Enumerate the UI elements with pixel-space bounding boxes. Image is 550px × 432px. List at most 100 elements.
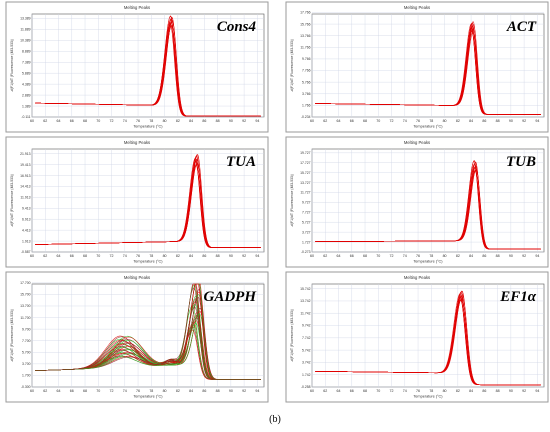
- y-tick-label: -0.234: [301, 115, 311, 119]
- x-tick-label: 78: [429, 119, 433, 123]
- x-tick-label: 86: [482, 119, 486, 123]
- x-tick-label: 62: [323, 389, 327, 393]
- y-tick-label: 3.700: [22, 362, 31, 366]
- y-tick-label: 15.727: [300, 171, 310, 175]
- y-axis-label: -d(F1)/dT (Fluorescence (483-533)): [10, 39, 14, 92]
- x-tick-label: 76: [136, 254, 140, 258]
- y-tick-label: 13.766: [300, 34, 310, 38]
- x-tick-label: 94: [255, 254, 259, 258]
- y-tick-label: 3.766: [302, 92, 311, 96]
- series-line: [315, 295, 541, 386]
- x-tick-label: 72: [110, 389, 114, 393]
- y-tick-label: 9.413: [22, 207, 31, 211]
- x-tick-label: 72: [110, 119, 114, 123]
- x-tick-label: 74: [123, 119, 127, 123]
- y-tick-label: 17.727: [300, 161, 310, 165]
- x-tick-label: 64: [57, 254, 61, 258]
- x-tick-label: 92: [242, 119, 246, 123]
- x-tick-label: 76: [136, 389, 140, 393]
- chart-title: Melting Peaks: [124, 5, 150, 10]
- x-axis-label: Temperature (°C): [413, 395, 443, 399]
- y-tick-label: 1.700: [22, 374, 31, 378]
- series-line: [315, 27, 541, 115]
- y-tick-label: 15.742: [300, 287, 310, 291]
- y-tick-label: 17.766: [300, 11, 310, 15]
- chart-title: Melting Peaks: [404, 140, 430, 145]
- y-tick-label: 7.766: [302, 69, 311, 73]
- y-tick-label: 4.389: [22, 82, 31, 86]
- x-tick-label: 92: [242, 389, 246, 393]
- y-axis-label: -d(F1)/dT (Fluorescence (483-533)): [290, 174, 294, 227]
- y-tick-label: -0.273: [301, 250, 311, 254]
- y-axis-label: -d(F1)/dT (Fluorescence (483-533)): [10, 174, 14, 227]
- x-tick-label: 90: [509, 119, 513, 123]
- x-tick-label: 90: [509, 389, 513, 393]
- x-tick-label: 60: [310, 389, 314, 393]
- x-tick-label: 64: [337, 254, 341, 258]
- x-tick-label: 68: [363, 389, 367, 393]
- y-tick-label: 4.413: [22, 228, 31, 232]
- series-curves: [315, 290, 541, 386]
- y-tick-label: 19.727: [300, 151, 310, 155]
- y-tick-label: 3.727: [302, 230, 311, 234]
- x-tick-label: 76: [416, 389, 420, 393]
- x-tick-label: 60: [30, 254, 34, 258]
- x-tick-label: 74: [123, 254, 127, 258]
- x-tick-label: 62: [323, 119, 327, 123]
- x-tick-label: 86: [482, 389, 486, 393]
- plot-area: [311, 13, 545, 118]
- chart-title: Melting Peaks: [124, 140, 150, 145]
- x-tick-label: 80: [443, 119, 447, 123]
- plot-area: [31, 283, 265, 388]
- y-tick-label: -0.587: [21, 250, 31, 254]
- series-curves: [35, 154, 261, 248]
- x-tick-label: 92: [522, 389, 526, 393]
- x-tick-label: 82: [456, 119, 460, 123]
- y-tick-label: 11.766: [300, 46, 310, 50]
- plot-area: [31, 13, 265, 118]
- x-tick-label: 64: [57, 389, 61, 393]
- x-tick-label: 90: [229, 389, 233, 393]
- x-tick-label: 76: [136, 119, 140, 123]
- y-tick-label: 10.389: [20, 39, 30, 43]
- y-tick-label: 8.889: [22, 50, 31, 54]
- x-tick-label: 60: [30, 119, 34, 123]
- y-tick-label: -0.111: [21, 115, 30, 119]
- x-tick-label: 94: [535, 119, 539, 123]
- series-line: [35, 15, 261, 117]
- gene-label: Cons4: [217, 19, 257, 35]
- series-line: [35, 306, 261, 380]
- x-tick-label: 86: [202, 254, 206, 258]
- x-axis-label: Temperature (°C): [133, 125, 163, 129]
- y-tick-label: 19.413: [20, 163, 30, 167]
- chart-panel-6: Melting Peaks 60 62 64 66 68 70 72 74 76 78 80 82 84 8…: [285, 271, 549, 403]
- x-tick-label: 60: [30, 389, 34, 393]
- x-tick-label: 62: [43, 119, 47, 123]
- y-tick-label: 2.889: [22, 93, 31, 97]
- x-tick-label: 80: [163, 119, 167, 123]
- x-tick-label: 62: [323, 254, 327, 258]
- x-tick-label: 94: [535, 254, 539, 258]
- x-tick-label: 88: [496, 389, 500, 393]
- y-axis-label: -d(F1)/dT (Fluorescence (483-533)): [290, 39, 294, 92]
- y-tick-label: 1.742: [302, 373, 311, 377]
- x-tick-label: 78: [149, 389, 153, 393]
- y-tick-label: -0.300: [21, 385, 31, 389]
- y-tick-label: 5.889: [22, 71, 31, 75]
- x-tick-label: 78: [429, 254, 433, 258]
- y-tick-label: 17.700: [20, 281, 30, 285]
- x-tick-label: 88: [216, 389, 220, 393]
- x-tick-label: 72: [110, 254, 114, 258]
- x-tick-label: 90: [229, 119, 233, 123]
- gene-label: EF1α: [499, 289, 537, 305]
- x-tick-label: 66: [70, 389, 74, 393]
- chart-panel-1: Melting Peaks 60 62 64 66 68 70 72 74 76 78 80 82 84 8…: [5, 1, 269, 133]
- x-tick-label: 88: [496, 119, 500, 123]
- x-tick-label: 74: [403, 389, 407, 393]
- y-tick-label: 14.413: [20, 185, 30, 189]
- x-axis-label: Temperature (°C): [413, 260, 443, 264]
- y-tick-label: 1.913: [22, 239, 31, 243]
- gene-label: ACT: [506, 19, 537, 35]
- y-tick-label: 5.727: [302, 220, 311, 224]
- x-tick-label: 86: [202, 389, 206, 393]
